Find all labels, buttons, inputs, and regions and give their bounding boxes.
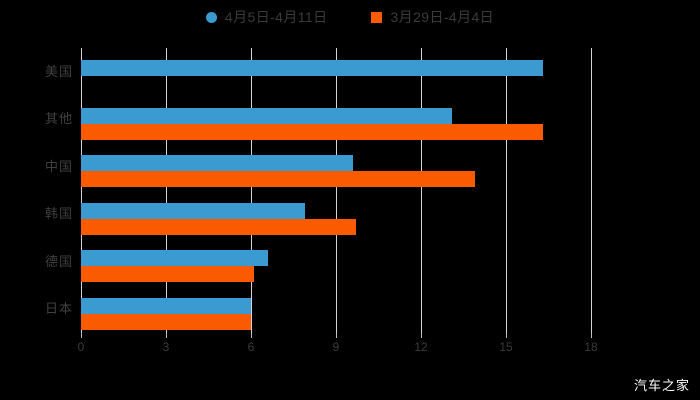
bar-1-series-1[interactable] bbox=[81, 123, 543, 140]
y-axis-label-0: 美国 bbox=[44, 63, 73, 79]
gridline-x-12 bbox=[421, 48, 422, 333]
bar-1-series-0[interactable] bbox=[81, 107, 453, 124]
y-axis-label-4: 德国 bbox=[44, 253, 73, 269]
watermark-label: 汽车之家 bbox=[633, 378, 690, 393]
bar-4-series-1[interactable] bbox=[81, 266, 254, 282]
x-tick-label-0: 0 bbox=[77, 340, 85, 354]
x-tick-mark-9 bbox=[336, 333, 337, 338]
bar-2-series-1[interactable] bbox=[81, 171, 475, 187]
bar-3-series-1[interactable] bbox=[81, 218, 356, 235]
gridline-x-6 bbox=[251, 48, 252, 333]
bar-2-series-0[interactable] bbox=[81, 155, 353, 171]
bar-group bbox=[81, 286, 591, 334]
x-tick-mark-0 bbox=[81, 333, 82, 338]
x-tick-label-12: 12 bbox=[414, 340, 428, 354]
x-tick-label-9: 9 bbox=[332, 340, 340, 354]
x-tick-label-15: 15 bbox=[499, 340, 513, 354]
chart-legend: 4月5日-4月11日 3月29日-4月4日 bbox=[0, 10, 700, 24]
x-tick-mark-6 bbox=[251, 333, 252, 338]
x-axis: 0 3 6 9 12 15 18 bbox=[77, 333, 598, 359]
x-tick-mark-18 bbox=[591, 333, 592, 338]
gridline-x-18 bbox=[591, 48, 592, 333]
bar-group bbox=[81, 191, 591, 239]
x-tick-label-6: 6 bbox=[247, 340, 255, 354]
bar-group bbox=[81, 96, 591, 144]
legend-swatch-icon-series-1 bbox=[371, 11, 383, 23]
gridline-x-3 bbox=[166, 48, 167, 333]
y-axis-label-2: 中国 bbox=[44, 158, 73, 174]
x-tick-label-3: 3 bbox=[162, 340, 170, 354]
bar-5-series-1[interactable] bbox=[81, 313, 251, 330]
legend-swatch-icon-series-0 bbox=[205, 11, 217, 23]
x-tick-label-18: 18 bbox=[584, 340, 598, 354]
y-axis-label-5: 日本 bbox=[44, 301, 73, 317]
x-tick-mark-15 bbox=[506, 333, 507, 338]
plot-area bbox=[81, 48, 592, 334]
bar-4-series-0[interactable] bbox=[81, 250, 268, 266]
y-axis-label-1: 其他 bbox=[44, 111, 73, 127]
y-axis-label-3: 韩国 bbox=[44, 206, 73, 222]
legend-label-series-1: 3月29日-4月4日 bbox=[390, 9, 495, 25]
bar-group bbox=[81, 238, 591, 286]
bar-0-series-0[interactable] bbox=[81, 60, 543, 76]
y-axis-category-labels: 美国其他中国韩国德国日本 bbox=[0, 48, 73, 333]
bar-group bbox=[81, 143, 591, 191]
legend-item-series-0[interactable]: 4月5日-4月11日 bbox=[205, 9, 328, 25]
legend-label-series-0: 4月5日-4月11日 bbox=[224, 9, 328, 25]
gridline-x-9 bbox=[336, 48, 337, 333]
gridline-x-0 bbox=[81, 48, 82, 333]
x-tick-mark-12 bbox=[421, 333, 422, 338]
bar-3-series-0[interactable] bbox=[81, 202, 305, 219]
gridline-x-15 bbox=[506, 48, 507, 333]
x-tick-mark-3 bbox=[166, 333, 167, 338]
bar-5-series-0[interactable] bbox=[81, 297, 251, 314]
bar-group bbox=[81, 48, 591, 96]
legend-item-series-1[interactable]: 3月29日-4月4日 bbox=[371, 10, 494, 24]
